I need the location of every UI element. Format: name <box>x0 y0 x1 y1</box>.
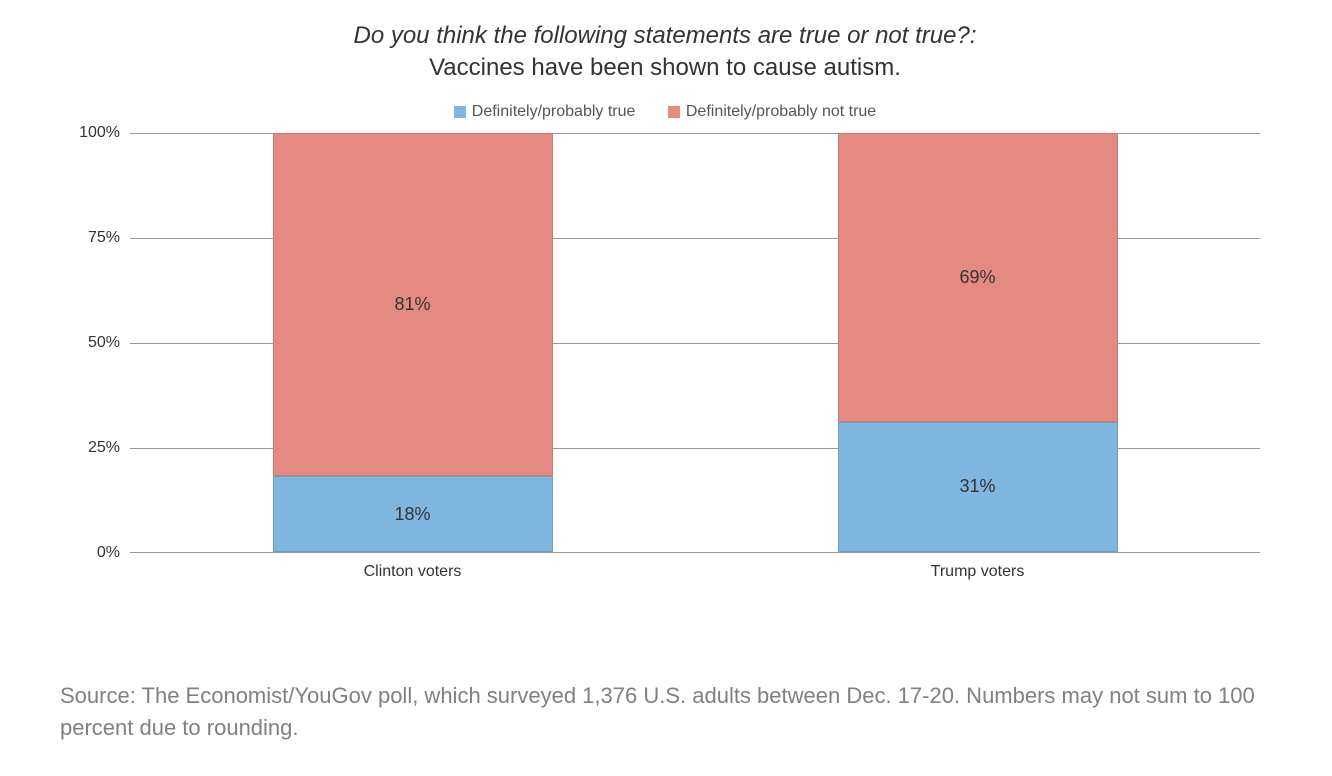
bar-clinton-not-true: 81% <box>273 133 553 477</box>
chart-title-line1: Do you think the following statements ar… <box>60 20 1270 52</box>
bar-label-trump-not-true: 69% <box>959 267 995 288</box>
legend-item-true: Definitely/probably true <box>454 103 636 121</box>
bar-trump-true: 31% <box>838 422 1118 552</box>
bars-container: 81% 18% 69% 31% <box>130 133 1260 552</box>
ytick-100: 100% <box>60 124 120 142</box>
ytick-0: 0% <box>60 544 120 562</box>
bar-group-trump: 69% 31% <box>838 133 1118 552</box>
bar-clinton-true: 18% <box>273 476 553 551</box>
bar-label-trump-true: 31% <box>959 476 995 497</box>
legend-swatch-not-true <box>668 106 680 118</box>
ytick-75: 75% <box>60 229 120 247</box>
legend-swatch-true <box>454 106 466 118</box>
chart-xaxis: Clinton voters Trump voters <box>130 563 1260 581</box>
chart-plot-area: 100% 75% 50% 25% 0% 81% 18% 69% 31% <box>130 133 1260 553</box>
ytick-50: 50% <box>60 334 120 352</box>
chart-title: Do you think the following statements ar… <box>60 20 1270 85</box>
xaxis-label-trump: Trump voters <box>838 563 1118 581</box>
ytick-25: 25% <box>60 439 120 457</box>
chart-source-text: Source: The Economist/YouGov poll, which… <box>60 680 1270 744</box>
legend-label-true: Definitely/probably true <box>472 103 636 121</box>
bar-group-clinton: 81% 18% <box>273 133 553 552</box>
legend-item-not-true: Definitely/probably not true <box>668 103 876 121</box>
xaxis-label-clinton: Clinton voters <box>273 563 553 581</box>
bar-trump-not-true: 69% <box>838 133 1118 422</box>
chart-title-line2: Vaccines have been shown to cause autism… <box>60 52 1270 84</box>
bar-label-clinton-not-true: 81% <box>394 294 430 315</box>
chart-legend: Definitely/probably true Definitely/prob… <box>60 103 1270 123</box>
legend-label-not-true: Definitely/probably not true <box>686 103 876 121</box>
bar-label-clinton-true: 18% <box>394 504 430 525</box>
chart-container: Do you think the following statements ar… <box>60 20 1270 581</box>
